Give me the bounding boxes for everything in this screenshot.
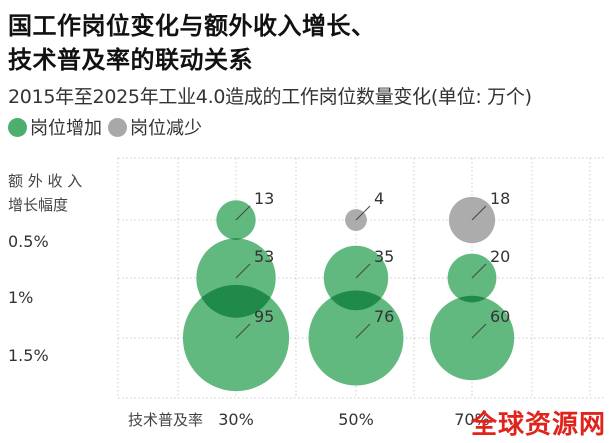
leader-line-30-0_5 xyxy=(235,205,251,221)
chart-subtitle: 2015年至2025年工业4.0造成的工作岗位数量变化(单位: 万个) xyxy=(8,86,532,108)
leader-line-30-1_5 xyxy=(235,323,251,339)
data-label-30-1: 53 xyxy=(254,247,274,266)
legend-swatch-decrease xyxy=(108,117,127,137)
data-label-70-1_5: 60 xyxy=(490,307,510,326)
y-tick-label-2: 1.5% xyxy=(8,346,49,365)
data-label-50-0_5: 4 xyxy=(374,189,384,208)
legend-label-decrease: 岗位减少 xyxy=(130,118,202,139)
data-label-50-1: 35 xyxy=(374,247,394,266)
x-tick-label-1: 50% xyxy=(338,410,374,429)
data-label-30-0_5: 13 xyxy=(254,189,274,208)
bubble-30-1_5 xyxy=(182,284,290,392)
y-tick-label-1: 1% xyxy=(8,288,33,307)
legend: 岗位增加 岗位减少 xyxy=(8,114,208,140)
leader-line-30-1 xyxy=(235,263,251,279)
y-axis-title-line-1: 增长幅度 xyxy=(8,196,68,214)
legend-swatch-increase xyxy=(8,117,27,137)
watermark-logo: 全球资源网 xyxy=(470,410,606,440)
y-tick-label-0: 0.5% xyxy=(8,232,49,251)
x-tick-label-0: 30% xyxy=(218,410,254,429)
x-axis-title: 技术普及率 xyxy=(128,411,203,429)
leader-line-50-1_5 xyxy=(355,323,371,339)
data-label-70-1: 20 xyxy=(490,247,510,266)
leader-line-50-1 xyxy=(355,263,371,279)
chart-title-line-2: 技术普及率的联动关系 xyxy=(8,46,253,74)
chart-title-line-1: 国工作岗位变化与额外收入增长、 xyxy=(8,12,376,40)
data-label-70-0_5: 18 xyxy=(490,189,510,208)
leader-line-70-1 xyxy=(471,263,487,279)
data-label-50-1_5: 76 xyxy=(374,307,394,326)
data-label-30-1_5: 95 xyxy=(254,307,274,326)
leader-line-50-0_5 xyxy=(355,205,371,221)
legend-item-decrease: 岗位减少 xyxy=(108,114,202,140)
leader-line-70-0_5 xyxy=(471,205,487,221)
legend-label-increase: 岗位增加 xyxy=(30,118,102,139)
y-axis-title-line-0: 额 外 收 入 xyxy=(8,172,82,190)
x-tick-label-2: 70% xyxy=(454,410,490,429)
leader-line-70-1_5 xyxy=(471,323,487,339)
legend-item-increase: 岗位增加 xyxy=(8,114,102,140)
